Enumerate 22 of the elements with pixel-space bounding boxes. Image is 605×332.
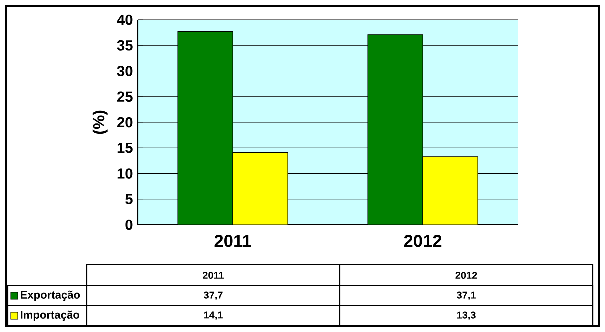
data-label: 37,1 (457, 292, 476, 300)
data-label: 13,3 (457, 312, 476, 320)
y-tick-label: 35 (117, 40, 133, 51)
category-label: 2011 (203, 272, 224, 280)
bar (368, 34, 424, 225)
y-tick-label: 0 (126, 220, 133, 230)
data-label: 37,7 (204, 292, 223, 300)
y-tick-label: 15 (118, 143, 133, 154)
legend-label: Exportação (21, 290, 80, 302)
y-tick-label: 5 (126, 194, 133, 204)
bar (422, 156, 478, 225)
bar (178, 32, 234, 225)
legend-label: Importação (21, 310, 80, 322)
y-tick-label: 40 (117, 14, 133, 26)
y-axis-title: (%) (92, 110, 108, 134)
data-label: 14,1 (204, 312, 223, 320)
y-tick-label: 30 (117, 66, 133, 76)
bar (232, 152, 288, 225)
y-tick-label: 25 (117, 92, 133, 102)
y-tick-label: 10 (118, 168, 133, 179)
category-label: 2012 (456, 272, 478, 280)
y-tick-label: 20 (117, 117, 133, 128)
